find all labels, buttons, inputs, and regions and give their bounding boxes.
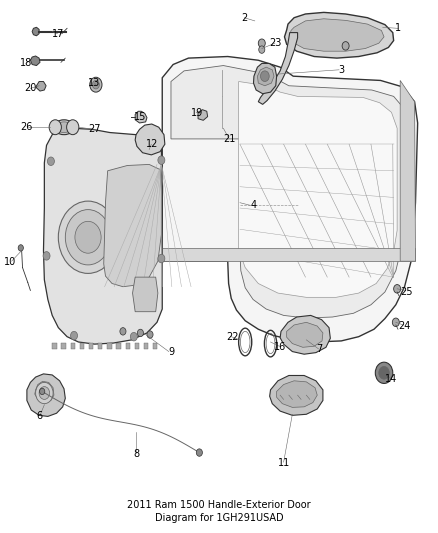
- Text: 16: 16: [274, 342, 286, 352]
- Circle shape: [49, 120, 61, 135]
- Circle shape: [39, 388, 45, 394]
- Polygon shape: [104, 165, 161, 287]
- Circle shape: [196, 449, 202, 456]
- Circle shape: [394, 285, 401, 293]
- Polygon shape: [52, 343, 57, 349]
- Text: 26: 26: [21, 122, 33, 132]
- Polygon shape: [32, 27, 39, 36]
- Polygon shape: [290, 19, 384, 51]
- Polygon shape: [36, 82, 46, 91]
- Circle shape: [375, 362, 393, 383]
- Text: 13: 13: [88, 78, 101, 88]
- Text: 22: 22: [226, 332, 238, 342]
- Text: 23: 23: [269, 38, 282, 48]
- Polygon shape: [43, 128, 162, 344]
- Circle shape: [67, 120, 79, 135]
- Text: 10: 10: [4, 257, 16, 267]
- Polygon shape: [30, 56, 40, 66]
- Polygon shape: [239, 82, 397, 297]
- Polygon shape: [61, 343, 66, 349]
- Circle shape: [47, 157, 54, 165]
- Polygon shape: [171, 66, 408, 318]
- Polygon shape: [144, 343, 148, 349]
- Polygon shape: [280, 316, 330, 354]
- Polygon shape: [287, 322, 323, 348]
- Circle shape: [90, 77, 102, 92]
- Circle shape: [131, 333, 138, 341]
- Text: 17: 17: [52, 29, 64, 39]
- Polygon shape: [198, 110, 208, 120]
- Text: 14: 14: [385, 374, 398, 384]
- Polygon shape: [135, 111, 147, 123]
- Circle shape: [158, 156, 165, 165]
- Polygon shape: [27, 374, 65, 416]
- Text: 2011 Ram 1500 Handle-Exterior Door
Diagram for 1GH291USAD: 2011 Ram 1500 Handle-Exterior Door Diagr…: [127, 499, 311, 523]
- Circle shape: [120, 328, 126, 335]
- Circle shape: [58, 201, 118, 273]
- Text: 18: 18: [20, 59, 32, 68]
- Text: 21: 21: [224, 134, 236, 144]
- Circle shape: [39, 386, 49, 399]
- Polygon shape: [35, 381, 54, 402]
- Polygon shape: [162, 248, 416, 261]
- Text: 19: 19: [191, 108, 203, 118]
- Circle shape: [92, 80, 99, 89]
- Text: 1: 1: [395, 23, 401, 34]
- Polygon shape: [254, 63, 277, 94]
- Polygon shape: [258, 33, 297, 104]
- Circle shape: [75, 221, 101, 253]
- Polygon shape: [98, 343, 102, 349]
- Text: 15: 15: [134, 111, 147, 122]
- Polygon shape: [71, 343, 75, 349]
- Text: 11: 11: [279, 458, 291, 468]
- Circle shape: [65, 209, 111, 265]
- Text: 24: 24: [399, 321, 411, 331]
- Polygon shape: [135, 343, 139, 349]
- Circle shape: [379, 367, 389, 379]
- Polygon shape: [117, 343, 121, 349]
- Circle shape: [342, 42, 349, 50]
- Text: 8: 8: [133, 449, 139, 458]
- Circle shape: [71, 332, 78, 340]
- Circle shape: [147, 331, 153, 338]
- Polygon shape: [277, 381, 317, 407]
- Circle shape: [43, 252, 50, 260]
- Polygon shape: [80, 343, 84, 349]
- Text: 3: 3: [338, 65, 344, 75]
- Circle shape: [35, 382, 53, 403]
- Circle shape: [158, 254, 165, 263]
- Text: 25: 25: [400, 287, 413, 297]
- Text: 9: 9: [168, 346, 174, 357]
- Text: 2: 2: [241, 13, 247, 23]
- Polygon shape: [270, 375, 323, 415]
- Circle shape: [392, 318, 399, 327]
- Text: 4: 4: [251, 200, 257, 211]
- Polygon shape: [126, 343, 130, 349]
- Circle shape: [259, 46, 265, 53]
- Ellipse shape: [56, 122, 72, 133]
- Polygon shape: [162, 56, 418, 342]
- Polygon shape: [89, 343, 93, 349]
- Polygon shape: [107, 343, 112, 349]
- Polygon shape: [400, 80, 416, 261]
- Polygon shape: [135, 124, 165, 155]
- Circle shape: [258, 39, 265, 47]
- Circle shape: [138, 329, 144, 337]
- Circle shape: [18, 245, 23, 251]
- Polygon shape: [258, 67, 274, 86]
- Polygon shape: [133, 277, 158, 312]
- Text: 12: 12: [146, 139, 159, 149]
- Text: 6: 6: [36, 411, 42, 422]
- Polygon shape: [285, 12, 394, 58]
- Text: 20: 20: [24, 83, 36, 93]
- Text: 7: 7: [316, 344, 322, 354]
- Polygon shape: [153, 343, 157, 349]
- Ellipse shape: [53, 120, 74, 135]
- Text: 27: 27: [88, 124, 101, 134]
- Circle shape: [261, 71, 269, 82]
